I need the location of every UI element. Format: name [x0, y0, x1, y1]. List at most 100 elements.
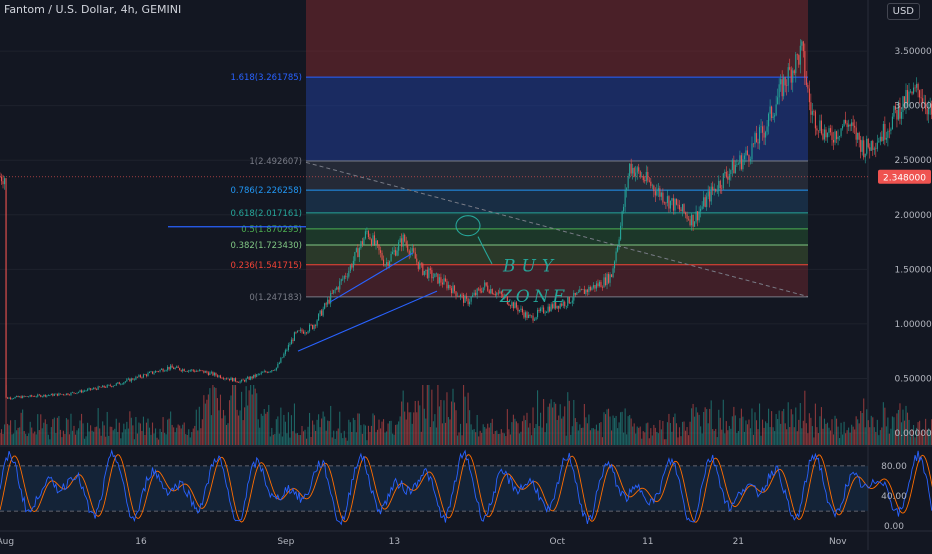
candle-body — [716, 191, 718, 192]
volume-bar — [579, 424, 581, 445]
volume-bar — [179, 425, 181, 445]
candle-body — [201, 370, 203, 372]
volume-bar — [47, 434, 49, 445]
candle-body — [499, 291, 501, 293]
candle-body — [162, 368, 164, 372]
volume-bar — [493, 433, 495, 445]
candle-body — [265, 371, 267, 372]
volume-bar — [801, 428, 803, 445]
symbol-title: Fantom / U.S. Dollar, 4h, GEMINI — [4, 3, 182, 16]
volume-bar — [485, 428, 487, 445]
volume-bar — [333, 430, 335, 445]
volume-bar — [209, 388, 211, 445]
volume-bar — [533, 428, 536, 445]
handwriting-buy: BUY — [502, 257, 559, 277]
volume-bar — [899, 403, 901, 445]
candle-body — [239, 381, 241, 383]
volume-bar — [29, 421, 31, 445]
candle-body — [55, 393, 57, 395]
volume-bar — [639, 426, 641, 445]
currency-button[interactable]: USD — [886, 3, 920, 20]
volume-bar — [544, 432, 546, 445]
volume-bar — [632, 426, 634, 445]
volume-bar — [117, 431, 119, 445]
candle-body — [225, 378, 228, 380]
volume-bar — [802, 420, 804, 445]
volume-bar — [562, 416, 564, 445]
volume-bar — [650, 428, 652, 445]
candle-body — [601, 287, 604, 288]
volume-bar — [612, 415, 614, 445]
volume-bar — [386, 431, 388, 445]
candle-body — [674, 198, 676, 211]
volume-bar — [453, 402, 456, 445]
volume-bar — [900, 422, 903, 445]
candle-body — [413, 248, 415, 253]
volume-bar — [875, 431, 877, 445]
volume-bar — [8, 425, 10, 445]
candle-body — [754, 133, 756, 145]
candle-body — [817, 130, 819, 132]
volume-bar — [153, 433, 155, 445]
candle-body — [757, 142, 759, 144]
channel-upper-line — [329, 252, 414, 303]
candle-body — [568, 296, 570, 304]
volume-bar — [564, 406, 566, 445]
volume-bar — [855, 416, 857, 445]
volume-bar — [916, 427, 918, 445]
candle-body — [493, 294, 495, 295]
volume-bar — [663, 439, 665, 445]
candle-body — [247, 377, 249, 379]
candle-body — [103, 385, 105, 388]
volume-bar — [615, 415, 617, 445]
volume-bar — [706, 409, 708, 445]
volume-bar — [606, 409, 608, 445]
volume-bar — [102, 421, 104, 445]
candle-body — [384, 265, 386, 266]
candle-body — [866, 138, 868, 154]
candle-body — [506, 296, 508, 305]
candle-body — [888, 130, 890, 132]
candle-body — [417, 261, 419, 269]
volume-bar — [746, 424, 748, 445]
volume-bar — [684, 430, 687, 445]
volume-bar — [52, 419, 54, 445]
candle-body — [94, 388, 96, 389]
volume-bar — [689, 421, 691, 445]
volume-bar — [523, 415, 525, 445]
candle-body — [144, 374, 146, 376]
volume-bar — [583, 403, 585, 445]
candle-body — [763, 132, 765, 138]
volume-bar — [414, 400, 416, 445]
volume-bar — [618, 422, 620, 445]
volume-bar — [716, 437, 718, 445]
candle-body — [709, 191, 711, 202]
volume-bar — [28, 433, 30, 445]
volume-bar — [346, 440, 348, 445]
volume-bar — [201, 419, 203, 445]
volume-bar — [88, 431, 90, 445]
volume-bar — [405, 419, 407, 445]
stoch-axis-tick-label: 40.00 — [881, 492, 907, 502]
volume-bar — [159, 428, 161, 445]
candles — [0, 39, 932, 400]
candle-body — [398, 242, 400, 251]
candle-body — [100, 387, 102, 388]
volume-bar — [540, 412, 542, 445]
candle-body — [121, 383, 123, 385]
candle-body — [302, 331, 305, 334]
candle-body — [431, 270, 433, 279]
volume-bar — [425, 418, 427, 445]
volume-bar — [597, 430, 599, 445]
candle-body — [632, 167, 634, 174]
candle-body — [706, 196, 708, 207]
volume-bar — [382, 419, 385, 445]
candle-body — [494, 294, 496, 296]
candle-body — [488, 290, 490, 294]
volume-bar — [715, 428, 717, 445]
volume-bar — [585, 417, 587, 445]
candle-body — [731, 160, 733, 171]
candle-body — [17, 396, 19, 398]
